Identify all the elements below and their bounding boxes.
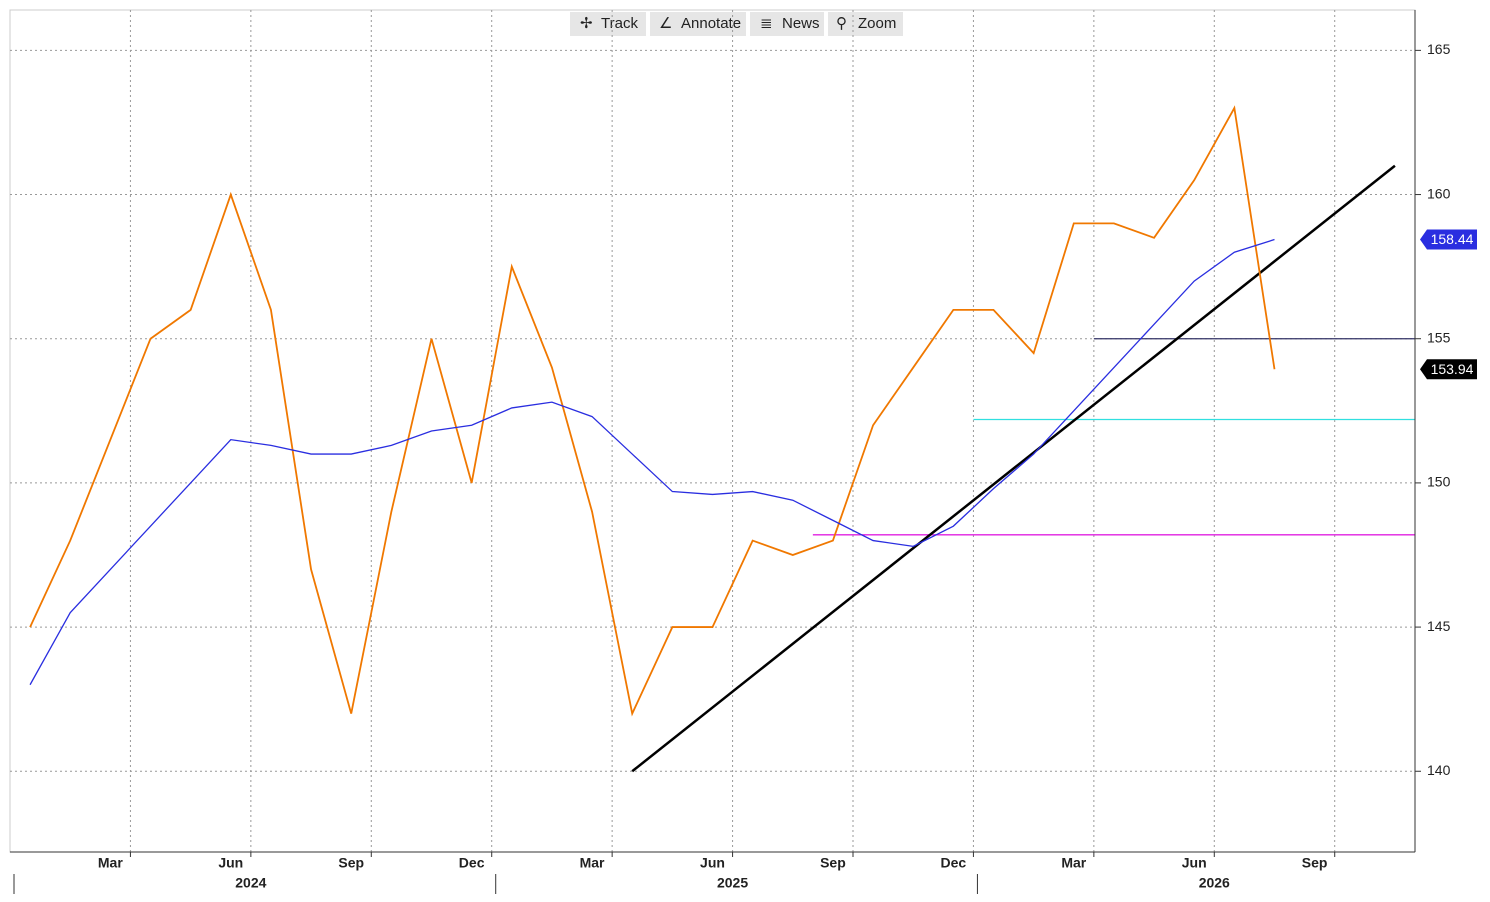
annotate-icon: ∠: [659, 15, 672, 32]
y-tick-label: 145: [1427, 618, 1451, 634]
x-tick-label: Dec: [459, 855, 485, 871]
toolbar: ✢ Track ∠ Annotate ≣ News ⚲ Zoom: [570, 12, 903, 36]
annotate-button[interactable]: [650, 12, 746, 36]
year-label: 2025: [717, 875, 748, 891]
plot-frame: [9, 9, 1416, 853]
price-line: [29, 105, 1276, 717]
y-tick-label: 150: [1427, 474, 1451, 490]
x-tick-label: Mar: [98, 855, 123, 871]
axes: 140 145 150 155 160 165 Mar Jun Sep Dec Mar Jun Sep D…: [10, 10, 1477, 894]
x-tick-label: Mar: [580, 855, 605, 871]
last-value-tag: [1420, 359, 1477, 380]
x-tick-label: Jun: [700, 855, 725, 871]
y-tick-label: 165: [1427, 41, 1451, 57]
last-value-label: 158.44: [1431, 231, 1474, 247]
x-tick-label: Jun: [218, 855, 243, 871]
track-button[interactable]: [570, 12, 646, 36]
track-label[interactable]: Track: [601, 15, 638, 32]
x-tick-label: Dec: [941, 855, 967, 871]
news-button[interactable]: [750, 12, 824, 36]
y-tick-label: 155: [1427, 329, 1451, 345]
plot: [29, 105, 1415, 773]
x-tick-label: Mar: [1061, 855, 1086, 871]
news-label[interactable]: News: [782, 15, 820, 32]
x-tick-label: Sep: [1302, 855, 1328, 871]
last-value-tag: [1420, 229, 1477, 250]
x-tick-label: Sep: [820, 855, 846, 871]
x-tick-label: Sep: [338, 855, 364, 871]
news-icon: ≣: [760, 15, 773, 32]
last-value-label: 153.94: [1431, 361, 1474, 377]
y-tick-label: 160: [1427, 185, 1451, 201]
zoom-icon: ⚲: [836, 15, 847, 32]
track-icon: ✢: [580, 15, 593, 32]
zoom-button[interactable]: [828, 12, 903, 36]
year-label: 2024: [235, 875, 266, 891]
moving-average-line: [29, 238, 1275, 686]
annotate-label[interactable]: Annotate: [681, 15, 741, 32]
zoom-label[interactable]: Zoom: [858, 15, 896, 32]
year-label: 2026: [1199, 875, 1230, 891]
x-tick-label: Jun: [1182, 855, 1207, 871]
trendline: [631, 164, 1396, 773]
y-tick-label: 140: [1427, 762, 1451, 778]
